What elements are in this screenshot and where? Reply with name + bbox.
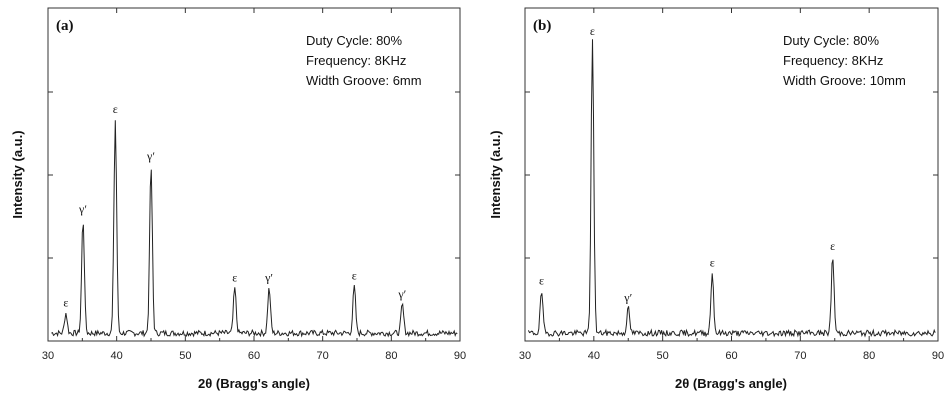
x-tick-label: 70 [794,350,806,362]
peak-label: ε [539,274,544,288]
peak-label: γ′ [397,287,406,301]
peak-label: ε [232,270,237,284]
xrd-spectrum-line [51,120,458,338]
x-tick-label: 30 [519,350,531,362]
peak-label: ε [63,295,68,309]
x-tick-label: 60 [248,350,260,362]
info-line-2: Frequency: 8KHz [306,53,406,68]
peak-label: γ′ [78,202,87,216]
x-tick-label: 50 [657,350,669,362]
panel-label: (a) [56,18,74,34]
peak-label: ε [352,269,357,283]
x-axis-title: 2θ (Bragg's angle) [198,376,310,391]
xrd-spectrum-line [527,39,936,338]
x-tick-label: 30 [42,350,54,362]
x-tick-label: 40 [111,350,123,362]
peak-label: γ′ [146,149,155,163]
peak-label: γ′ [623,290,632,304]
x-tick-label: 90 [454,350,466,362]
info-line-3: Width Groove: 10mm [783,73,906,88]
y-axis-title: Intensity (a.u.) [10,130,25,218]
info-line-2: Frequency: 8KHz [783,53,883,68]
info-line-1: Duty Cycle: 80% [306,33,403,48]
x-tick-label: 80 [385,350,397,362]
x-tick-label: 50 [179,350,191,362]
info-line-1: Duty Cycle: 80% [783,33,880,48]
peak-label: γ′ [264,270,273,284]
y-axis-title: Intensity (a.u.) [488,130,503,218]
x-tick-label: 40 [588,350,600,362]
peak-label: ε [590,24,595,38]
x-axis-title: 2θ (Bragg's angle) [675,376,787,391]
x-tick-label: 70 [317,350,329,362]
x-tick-label: 60 [725,350,737,362]
peak-label: ε [113,102,118,116]
x-tick-label: 90 [932,350,944,362]
chart-panel-1: 30 40 50 60 70 80 90 2θ (Bragg's angle) Intensit… [10,7,466,391]
x-tick-label: 80 [863,350,875,362]
chart-panel-2: 30 40 50 60 70 80 90 2θ (Bragg's angle) Intensit… [488,7,944,391]
peak-label: ε [710,255,715,269]
peak-label: ε [830,239,835,253]
panel-label: (b) [533,18,551,34]
info-line-3: Width Groove: 6mm [306,73,422,88]
